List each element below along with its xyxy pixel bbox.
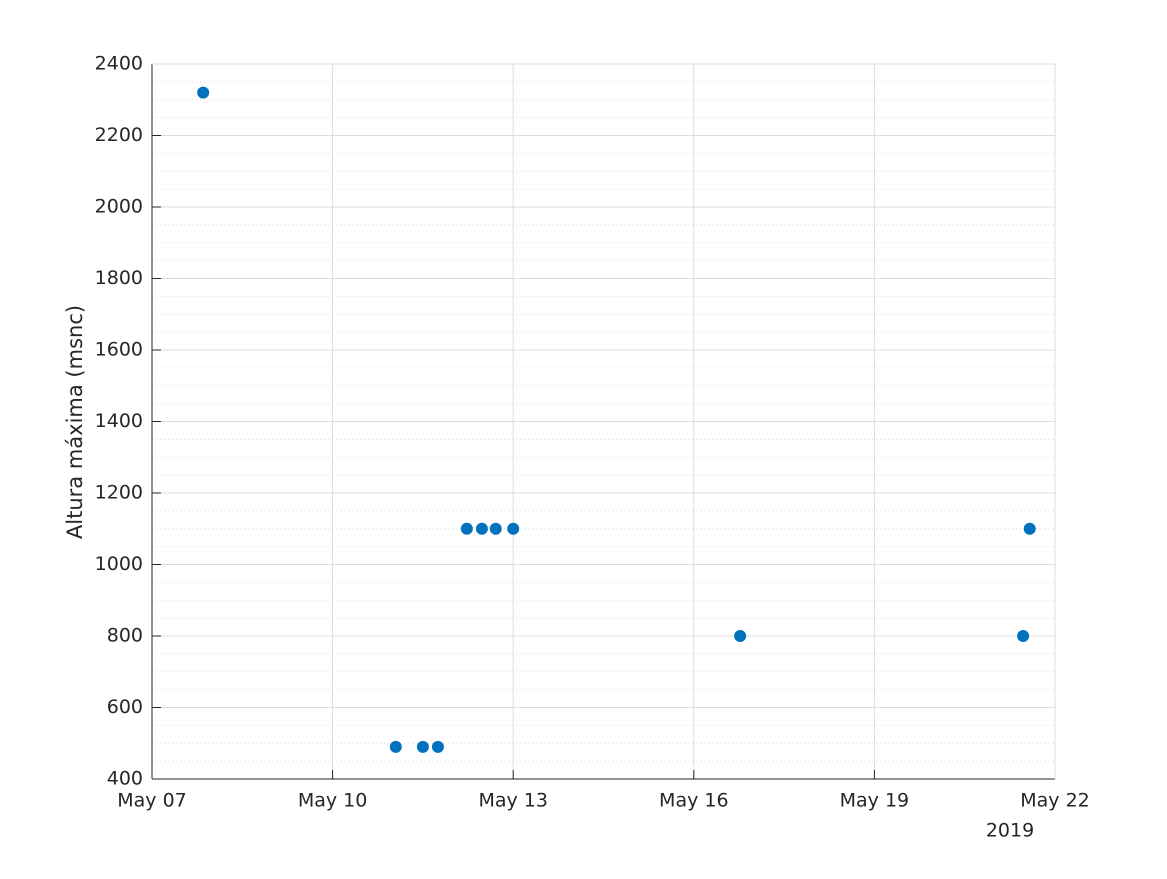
y-tick-label: 800 [107, 625, 143, 647]
y-tick-label: 400 [107, 768, 143, 790]
point [734, 630, 747, 642]
y-tick-label: 1600 [95, 339, 143, 361]
x-tick-label: May 10 [298, 790, 368, 812]
point [1023, 522, 1036, 535]
y-axis-label: Altura máxima (msnc) [63, 305, 87, 539]
y-tick-label: 600 [107, 696, 143, 718]
y-tick-label: 1200 [95, 482, 143, 504]
point [431, 740, 444, 753]
y-tick-label: 1800 [95, 267, 143, 289]
y-tick-label: 2000 [95, 196, 143, 218]
x-tick-label: May 07 [117, 790, 187, 812]
y-tick-label: 1000 [95, 553, 143, 575]
x-tick-label: May 13 [478, 790, 548, 812]
y-tick-label: 2400 [95, 53, 143, 75]
point [389, 740, 402, 753]
point [460, 522, 473, 535]
point [416, 740, 429, 753]
x-tick-label: May 19 [840, 790, 910, 812]
x-tick-label: May 22 [1020, 790, 1090, 812]
x-secondary-label: 2019 [986, 820, 1034, 842]
point [489, 522, 502, 535]
y-tick-label: 2200 [95, 124, 143, 146]
x-tick-label: May 16 [659, 790, 729, 812]
point [197, 86, 210, 99]
point [475, 522, 488, 535]
point [1017, 630, 1030, 642]
point [507, 522, 520, 535]
y-tick-label: 1400 [95, 410, 143, 432]
